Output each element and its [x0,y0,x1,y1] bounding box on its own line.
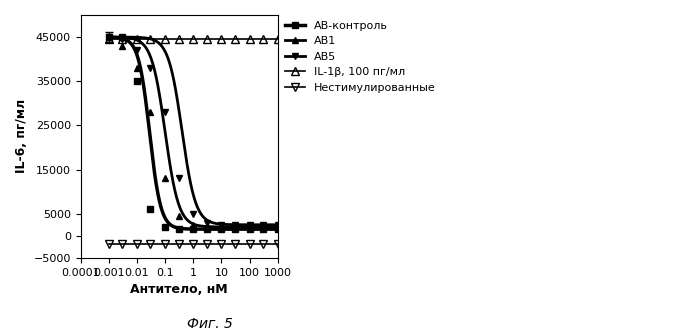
Нестимулированные [259,242,267,246]
Нестимулированные [146,242,154,246]
Нестимулированные [189,242,197,246]
Line: Нестимулированные: Нестимулированные [105,240,282,248]
IL-1β, 100 пг/мл [161,37,169,41]
Нестимулированные [231,242,239,246]
Text: Фиг. 5: Фиг. 5 [187,317,233,331]
Нестимулированные [203,242,211,246]
Нестимулированные [217,242,226,246]
IL-1β, 100 пг/мл [259,37,267,41]
X-axis label: Антитело, нМ: Антитело, нМ [131,283,228,296]
Нестимулированные [161,242,169,246]
IL-1β, 100 пг/мл [105,37,113,41]
Нестимулированные [245,242,254,246]
Y-axis label: IL-6, пг/мл: IL-6, пг/мл [15,99,28,173]
IL-1β, 100 пг/мл [203,37,211,41]
IL-1β, 100 пг/мл [174,37,182,41]
Нестимулированные [273,242,282,246]
IL-1β, 100 пг/мл [245,37,254,41]
IL-1β, 100 пг/мл [118,37,127,41]
Нестимулированные [118,242,127,246]
Нестимулированные [133,242,141,246]
IL-1β, 100 пг/мл [231,37,239,41]
IL-1β, 100 пг/мл [189,37,197,41]
IL-1β, 100 пг/мл [217,37,226,41]
Нестимулированные [174,242,182,246]
IL-1β, 100 пг/мл [273,37,282,41]
IL-1β, 100 пг/мл [133,37,141,41]
Нестимулированные [105,242,113,246]
Legend: АВ-контроль, АВ1, АВ5, IL-1β, 100 пг/мл, Нестимулированные: АВ-контроль, АВ1, АВ5, IL-1β, 100 пг/мл,… [285,21,436,93]
IL-1β, 100 пг/мл [146,37,154,41]
Line: IL-1β, 100 пг/мл: IL-1β, 100 пг/мл [105,35,282,43]
